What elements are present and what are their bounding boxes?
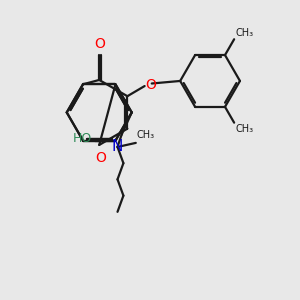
Text: N: N xyxy=(112,140,123,154)
Text: HO: HO xyxy=(73,132,92,145)
Text: CH₃: CH₃ xyxy=(235,124,253,134)
Text: O: O xyxy=(146,78,157,92)
Text: CH₃: CH₃ xyxy=(235,28,253,38)
Text: O: O xyxy=(95,151,106,165)
Text: O: O xyxy=(94,37,105,50)
Text: CH₃: CH₃ xyxy=(137,130,155,140)
